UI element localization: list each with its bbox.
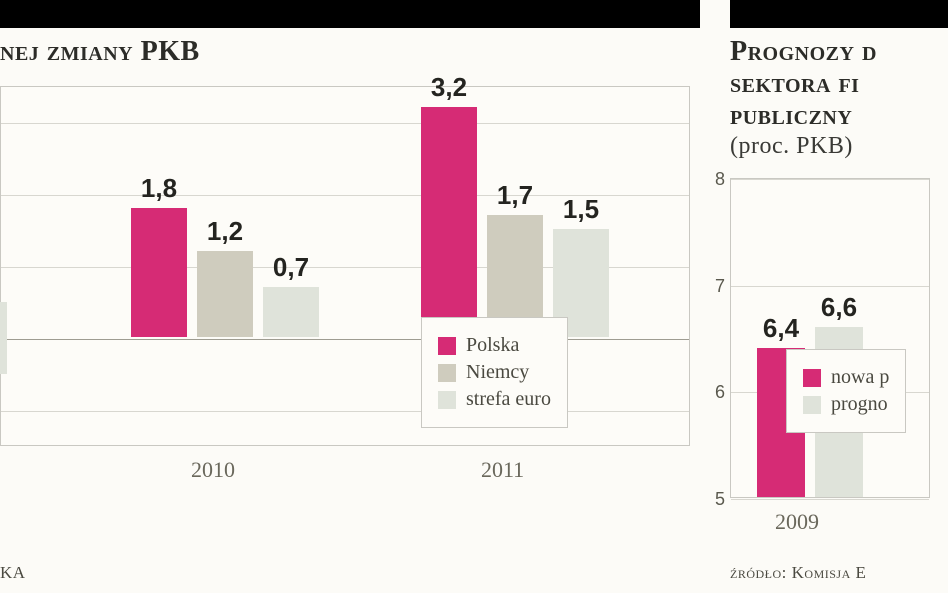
- right-title-3: publiczny: [730, 100, 948, 132]
- bar-group: ,0: [0, 230, 7, 337]
- legend-label: Polska: [466, 334, 519, 357]
- bar-value-label: 6,4: [763, 313, 799, 344]
- legend-label: progno: [831, 393, 888, 416]
- left-legend: Polska Niemcy strefa euro: [421, 317, 568, 428]
- bar-value-label: 0,7: [273, 252, 309, 283]
- y-tick-label: 8: [701, 169, 725, 190]
- bar-wrap: ,0: [0, 302, 7, 409]
- bar: [263, 287, 319, 337]
- bar: [421, 107, 477, 337]
- bar-wrap: 3,2: [421, 72, 477, 337]
- right-chart-zone: 56786,46,62009nowa pprogno: [730, 178, 930, 498]
- right-legend: nowa p progno: [786, 349, 906, 433]
- bar-wrap: 0,7: [263, 252, 319, 337]
- legend-label: strefa euro: [466, 388, 551, 411]
- right-title-sub: (proc. PKB): [730, 133, 948, 161]
- gridline: [1, 411, 689, 412]
- bar-value-label: 6,6: [821, 292, 857, 323]
- x-axis-year-label: 2009: [775, 509, 819, 535]
- right-chart-panel: Prognozy d sektora fi publiczny (proc. P…: [730, 0, 948, 593]
- bar-value-label: 1,2: [207, 216, 243, 247]
- bar-wrap: 1,5: [553, 194, 609, 337]
- legend-row: strefa euro: [438, 388, 551, 411]
- right-title-2: sektora fi: [730, 68, 948, 100]
- legend-swatch: [803, 396, 821, 414]
- legend-swatch: [438, 391, 456, 409]
- bar: [0, 302, 7, 374]
- left-chart-panel: nej zmiany PKB ,0 1,8 1,2 0,7 2010 3,2 1,7 1,5 2…: [0, 0, 700, 593]
- bar-group: 1,8 1,2 0,7: [131, 173, 319, 338]
- right-title-1: Prognozy d: [730, 36, 948, 68]
- y-tick-label: 5: [701, 489, 725, 510]
- bar-wrap: 1,8: [131, 173, 187, 338]
- right-source-label: źródło: Komisja E: [730, 563, 866, 583]
- left-chart-zone: ,01,81,20,720103,21,71,52011PolskaNiemcy…: [0, 86, 690, 446]
- x-axis-year-label: 2010: [191, 457, 235, 483]
- gridline: [731, 499, 929, 500]
- bar-group: 3,2 1,7 1,5: [421, 72, 609, 337]
- left-chart-title: nej zmiany PKB: [0, 36, 700, 68]
- x-axis-year-label: 2011: [481, 457, 524, 483]
- bar-value-label: 1,5: [563, 194, 599, 225]
- gridline: [731, 286, 929, 287]
- bar-value-label: 3,2: [431, 72, 467, 103]
- gridline: [731, 179, 929, 180]
- legend-row: progno: [803, 393, 889, 416]
- bar-wrap: 1,2: [197, 216, 253, 337]
- legend-label: Niemcy: [466, 361, 529, 384]
- bar-value-label: 1,7: [497, 180, 533, 211]
- legend-swatch: [438, 337, 456, 355]
- legend-row: Niemcy: [438, 361, 551, 384]
- legend-row: Polska: [438, 334, 551, 357]
- legend-swatch: [438, 364, 456, 382]
- right-header-bar: [730, 0, 948, 28]
- right-title-area: Prognozy d sektora fi publiczny (proc. P…: [730, 28, 948, 172]
- legend-swatch: [803, 369, 821, 387]
- baseline: [1, 339, 689, 340]
- legend-label: nowa p: [831, 366, 889, 389]
- legend-row: nowa p: [803, 366, 889, 389]
- bar-wrap: 1,7: [487, 180, 543, 337]
- bar: [197, 251, 253, 337]
- left-source-label: KA: [0, 563, 26, 583]
- bar: [131, 208, 187, 338]
- y-tick-label: 6: [701, 382, 725, 403]
- bar-value-label: 1,8: [141, 173, 177, 204]
- y-tick-label: 7: [701, 276, 725, 297]
- left-header-bar: [0, 0, 700, 28]
